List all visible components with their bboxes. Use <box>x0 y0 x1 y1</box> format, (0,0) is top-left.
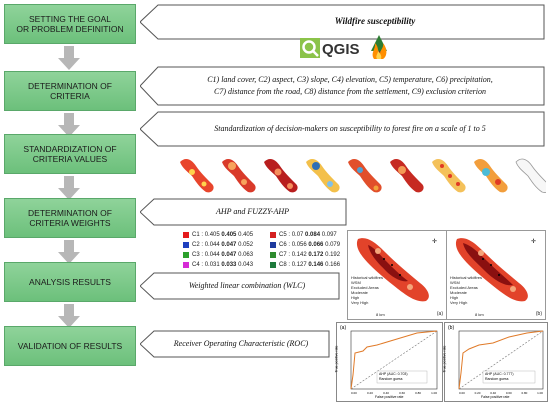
map-legend-a: Historical wildfires WSM Excluded Areas … <box>351 275 384 305</box>
step-criteria: DETERMINATION OF CRITERIA <box>4 71 136 111</box>
legend-entry-c1: C1 : 0.405 0.405 0.405 <box>183 232 270 238</box>
roc-legend-b: AHP (AUC: 0.777) Random guess <box>485 372 514 381</box>
qgis-logo-icon <box>300 38 320 58</box>
criteria-line-1: C1) land cover, C2) aspect, C3) slope, C… <box>207 75 493 84</box>
qgis-logo-text: QGIS <box>322 41 360 58</box>
roc-chart-b: (b) AHP (AUC: 0.777) Random guess 0.00 0.… <box>442 322 548 402</box>
roc-xticks-b: 0.00 0.20 0.40 0.60 0.80 1.00 <box>459 391 543 395</box>
weights-text: AHP and FUZZY-AHP <box>215 207 290 216</box>
legend-entry-c4: C4 : 0.031 0.033 0.043 <box>183 262 270 268</box>
roc-panel-label-a: (a) <box>340 325 347 331</box>
callout-goal <box>140 4 545 40</box>
legend-entry-c7: C7 : 0.142 0.172 0.192 <box>270 252 357 258</box>
roc-xticks-a: 0.00 0.20 0.40 0.60 0.80 1.00 <box>351 391 437 395</box>
svg-text:✛: ✛ <box>432 238 437 245</box>
criteria-line-2: C7) distance from the road, C8) distance… <box>214 87 486 96</box>
weights-legend: C1 : 0.405 0.405 0.405 C5 : 0.07 0.084 0… <box>183 230 358 270</box>
legend-entry-c6: C6 : 0.056 0.066 0.079 <box>270 242 357 248</box>
scale-bar-b: 8 km <box>475 312 484 317</box>
map-panel-label-a: (a) <box>436 311 443 317</box>
down-arrow-icon <box>58 240 80 264</box>
legend-entry-c3: C3 : 0.044 0.047 0.063 <box>183 252 270 258</box>
map-legend-b: Historical wildfires WSM Excluded Areas … <box>450 275 483 305</box>
result-map-a: ✛ Historical wildfires WSM Excluded Area… <box>347 230 447 320</box>
down-arrow-icon <box>58 46 80 70</box>
analysis-text: Weighted linear combination (WLC) <box>188 281 306 290</box>
map-panel-label-b: (b) <box>535 311 542 317</box>
step-analysis: ANALYSIS RESULTS <box>4 262 136 302</box>
step-goal: SETTING THE GOAL OR PROBLEM DEFINITION <box>4 4 136 44</box>
roc-xlabel-a: False positive rate <box>375 395 404 399</box>
criteria-maps-strip <box>180 158 546 193</box>
result-map-b: ✛ Historical wildfires WSM Excluded Area… <box>446 230 546 320</box>
validation-text: Receiver Operating Characteristic (ROC) <box>173 339 309 348</box>
roc-ylabel-a: True positive rate <box>334 345 339 373</box>
step-weights: DETERMINATION OF CRITERIA WEIGHTS <box>4 198 136 238</box>
step-validation: VALIDATION OF RESULTS <box>4 326 136 366</box>
down-arrow-icon <box>58 113 80 137</box>
callout-analysis <box>140 272 340 300</box>
svg-text:✛: ✛ <box>531 238 536 245</box>
roc-xlabel-b: False positive rate <box>481 395 510 399</box>
roc-panel-label-b: (b) <box>448 325 455 331</box>
legend-entry-c8: C8 : 0.127 0.146 0.166 <box>270 262 357 268</box>
legend-entry-c5: C5 : 0.07 0.084 0.097 <box>270 232 357 238</box>
forest-fire-icon <box>371 35 387 59</box>
step-standardization: STANDARDIZATION OF CRITERIA VALUES <box>4 134 136 174</box>
down-arrow-icon <box>58 176 80 200</box>
goal-text: Wildfire susceptibility <box>334 16 416 26</box>
roc-legend-a: AHP (AUC: 0.703) Random guess <box>379 372 408 381</box>
down-arrow-icon <box>58 304 80 328</box>
standardization-text: Standardization of decision-makers on su… <box>214 124 486 133</box>
callout-standardization <box>140 111 545 147</box>
callout-criteria <box>140 66 545 106</box>
legend-entry-c2: C2 : 0.044 0.047 0.052 <box>183 242 270 248</box>
roc-ylabel-b: True positive rate <box>442 345 447 373</box>
scale-bar-a: 8 km <box>376 312 385 317</box>
roc-chart-a: (a) AHP (AUC: 0.703) Random guess 0.00 0.… <box>334 322 443 402</box>
callout-weights <box>140 198 347 226</box>
callout-validation <box>140 330 330 358</box>
